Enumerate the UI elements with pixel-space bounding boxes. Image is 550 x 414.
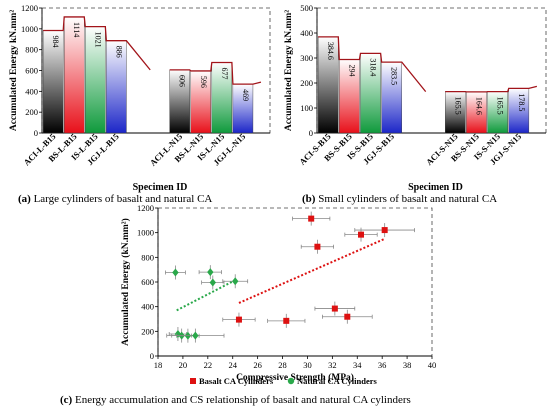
chart-a-bar-value-label: 469 bbox=[241, 89, 250, 101]
chart-c-x-tick-label: 18 bbox=[154, 360, 163, 370]
chart-b-bar-value-label: 384.6 bbox=[326, 42, 335, 60]
chart-c-trendline-natural bbox=[176, 278, 237, 312]
chart-c-legend-marker-basalt bbox=[190, 378, 196, 384]
caption-b-letter: (b) bbox=[302, 193, 316, 205]
chart-a-y-tick-label: 400 bbox=[25, 86, 38, 96]
chart-b-y-tick-label: 500 bbox=[300, 3, 313, 13]
chart-c-point-natural bbox=[172, 268, 179, 277]
chart-c-x-tick-label: 22 bbox=[204, 360, 213, 370]
chart-a-bar-value-label: 1021 bbox=[93, 32, 102, 48]
chart-c-y-tick-label: 200 bbox=[141, 326, 154, 336]
chart-b-bar-value-label: 178.5 bbox=[517, 93, 526, 111]
chart-c-x-tick-label: 34 bbox=[353, 360, 362, 370]
chart-c-x-tick-label: 36 bbox=[378, 360, 387, 370]
chart-b-bar-value-label: 164.6 bbox=[474, 97, 483, 115]
chart-c-x-axis-title: Compressive Strength (MPa) bbox=[236, 372, 354, 383]
chart-c-x-tick-label: 30 bbox=[303, 360, 312, 370]
caption-a-text: Large cylinders of basalt and natural CA bbox=[33, 193, 213, 205]
chart-b-y-tick-label: 100 bbox=[300, 103, 313, 113]
chart-a-x-axis-title: Specimen ID bbox=[133, 182, 188, 193]
chart-b-bar-value-label: 283.5 bbox=[390, 67, 399, 85]
caption-c-letter: (c) bbox=[60, 394, 73, 406]
chart-c-x-tick-label: 20 bbox=[179, 360, 188, 370]
chart-c-point-natural bbox=[174, 329, 182, 338]
chart-a-y-tick-label: 200 bbox=[25, 107, 38, 117]
caption-c: (c) Energy accumulation and CS relations… bbox=[60, 394, 411, 406]
chart-c-point-basalt bbox=[314, 243, 321, 250]
chart-b-y-tick-label: 300 bbox=[300, 53, 313, 63]
chart-c-point-basalt bbox=[235, 316, 242, 323]
chart-a-trend-line bbox=[169, 61, 262, 85]
chart-a-y-tick-label: 0 bbox=[34, 128, 38, 138]
chart-c-x-tick-label: 32 bbox=[328, 360, 337, 370]
chart-a-y-axis-title: Accumulated Energy kN.mm² bbox=[9, 10, 19, 131]
chart-c-x-tick-label: 38 bbox=[403, 360, 412, 370]
chart-a-bar-value-label: 984 bbox=[51, 36, 60, 48]
chart-b-trend-line bbox=[445, 85, 538, 93]
chart-b-y-axis-title: Accumulated Energy kN.mm² bbox=[284, 10, 294, 131]
chart-c-y-tick-label: 0 bbox=[150, 351, 154, 361]
caption-a: (a) Large cylinders of basalt and natura… bbox=[18, 193, 212, 205]
chart-c-point-basalt bbox=[381, 227, 388, 234]
chart-c-point-basalt bbox=[308, 215, 315, 222]
chart-c-point-natural bbox=[192, 331, 199, 340]
chart-b-x-axis-title: Specimen ID bbox=[408, 182, 463, 193]
chart-a-y-tick-label: 600 bbox=[25, 66, 38, 76]
chart-b-bar-value-label: 165.5 bbox=[496, 97, 505, 115]
chart-c-y-axis-title: Accumulated Energy (kN.mm²) bbox=[120, 218, 131, 346]
chart-c-legend-label-natural: Natural CA Cylinders bbox=[297, 376, 378, 386]
chart-c-point-basalt bbox=[358, 231, 365, 238]
chart-c-x-tick-label: 40 bbox=[428, 360, 437, 370]
caption-c-text: Energy accumulation and CS relationship … bbox=[74, 394, 411, 406]
chart-b-bar-value-label: 318.4 bbox=[369, 58, 378, 76]
chart-a-bar-value-label: 1114 bbox=[72, 22, 81, 37]
chart-c-point-natural bbox=[207, 268, 214, 277]
chart-c-trendline-basalt bbox=[238, 237, 386, 304]
caption-b: (b) Small cylinders of basalt and natura… bbox=[302, 193, 497, 205]
chart-a-bar-value-label: 606 bbox=[178, 75, 187, 87]
chart-c-y-tick-label: 800 bbox=[141, 252, 154, 262]
chart-a-bar-value-label: 677 bbox=[220, 67, 229, 79]
chart-c-point-basalt bbox=[283, 317, 290, 324]
chart-b-trend-line bbox=[318, 36, 427, 93]
chart-b-bar-value-label: 294 bbox=[347, 65, 356, 77]
chart-c-point-natural bbox=[209, 278, 216, 287]
chart-c-x-tick-label: 26 bbox=[253, 360, 262, 370]
chart-a-bar-value-label: 886 bbox=[114, 46, 123, 58]
chart-c-y-tick-label: 1200 bbox=[137, 203, 154, 213]
chart-c-y-tick-label: 400 bbox=[141, 302, 154, 312]
chart-c-y-tick-label: 600 bbox=[141, 277, 154, 287]
chart-c-x-tick-label: 28 bbox=[278, 360, 287, 370]
chart-a-plot-frame bbox=[41, 7, 271, 134]
chart-b-y-tick-label: 200 bbox=[300, 78, 313, 88]
chart-b-bar-value-label: 165.5 bbox=[453, 97, 462, 115]
caption-b-text: Small cylinders of basalt and natural CA bbox=[318, 193, 498, 205]
chart-c-y-tick-label: 1000 bbox=[137, 228, 154, 238]
chart-a-y-tick-label: 1200 bbox=[21, 3, 38, 13]
chart-a-y-tick-label: 1000 bbox=[21, 24, 38, 34]
chart-b-y-tick-label: 0 bbox=[309, 128, 313, 138]
chart-c-legend-label-basalt: Basalt CA Cylinders bbox=[199, 376, 274, 386]
chart-b-y-tick-label: 400 bbox=[300, 28, 313, 38]
chart-a-bar-value-label: 596 bbox=[199, 76, 208, 88]
chart-a-y-tick-label: 800 bbox=[25, 45, 38, 55]
caption-a-letter: (a) bbox=[18, 193, 31, 205]
chart-a-trend-line bbox=[43, 16, 151, 71]
chart-c-x-tick-label: 24 bbox=[228, 360, 237, 370]
chart-c-point-basalt bbox=[344, 313, 351, 320]
chart-c-point-basalt bbox=[331, 305, 338, 312]
chart-c-legend-marker-natural bbox=[287, 377, 295, 385]
chart-c-point-natural bbox=[232, 277, 239, 286]
